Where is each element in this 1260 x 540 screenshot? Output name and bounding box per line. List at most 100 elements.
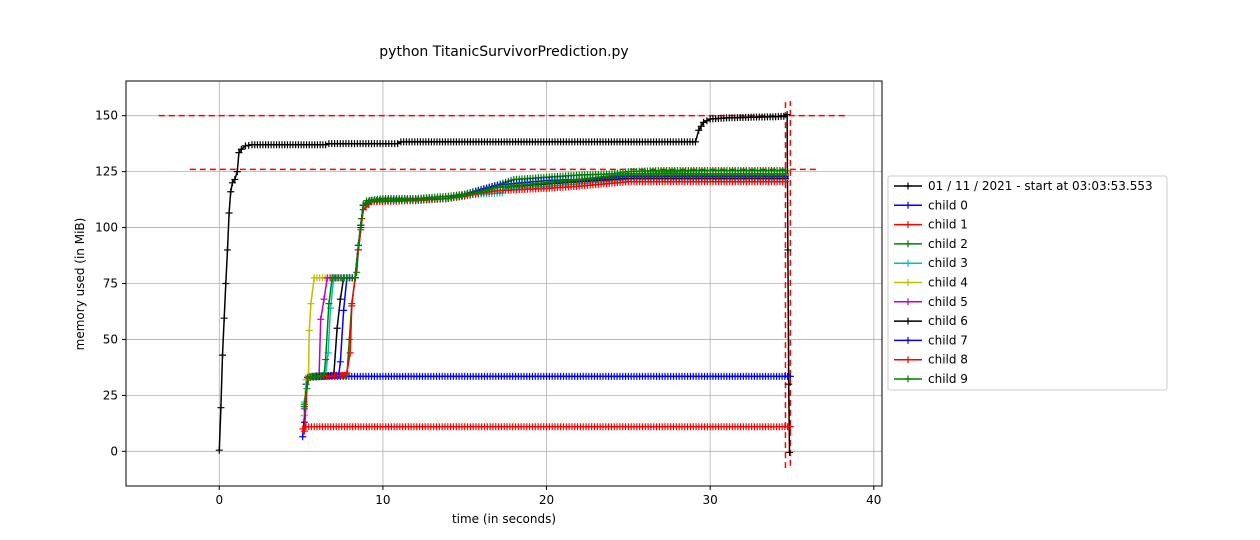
- legend-label: child 8: [928, 353, 968, 367]
- legend-label: child 0: [928, 198, 968, 212]
- data-point: [333, 324, 341, 332]
- series-5: [300, 171, 789, 420]
- series-10: [300, 170, 789, 411]
- legend-label: child 6: [928, 314, 968, 328]
- legend-item: 01 / 11 / 2021 - start at 03:03:53.553: [894, 179, 1153, 193]
- series-line: [303, 177, 786, 407]
- data-point: [336, 358, 344, 366]
- legend-label: child 1: [928, 218, 968, 232]
- legend-label: child 5: [928, 295, 968, 309]
- series-4: [300, 175, 789, 406]
- x-tick-label: 20: [539, 493, 554, 507]
- x-tick-label: 10: [375, 493, 390, 507]
- data-point: [786, 372, 794, 380]
- data-point: [695, 126, 703, 134]
- legend-item: child 1: [894, 218, 968, 232]
- data-point: [219, 351, 227, 359]
- data-point: [348, 302, 356, 310]
- data-point: [307, 300, 315, 308]
- data-point: [700, 118, 708, 126]
- legend-marker: [904, 201, 912, 209]
- legend-item: child 8: [894, 353, 968, 367]
- series-0: [215, 111, 794, 456]
- legend-marker: [904, 279, 912, 286]
- legend-item: child 3: [894, 256, 968, 270]
- series-2: [299, 423, 794, 433]
- legend-label: child 7: [928, 333, 968, 347]
- data-point: [322, 141, 330, 149]
- series-group: [215, 111, 794, 456]
- data-point: [220, 314, 228, 322]
- data-point: [346, 349, 354, 357]
- legend-marker: [904, 221, 912, 229]
- legend-marker: [904, 182, 912, 190]
- legend-marker: [904, 336, 912, 344]
- legend-label: child 3: [928, 256, 968, 270]
- series-line: [303, 173, 786, 407]
- data-point: [300, 403, 308, 411]
- data-point: [217, 404, 225, 412]
- series-9: [300, 178, 789, 435]
- x-tick-label: 30: [703, 493, 718, 507]
- x-axis-label: time (in seconds): [452, 512, 556, 526]
- legend-item: child 9: [894, 372, 968, 386]
- data-point: [357, 221, 365, 229]
- data-point: [345, 335, 353, 343]
- legend-item: child 4: [894, 276, 968, 290]
- y-tick-label: 100: [95, 221, 118, 235]
- data-point: [325, 300, 333, 308]
- y-tick-label: 150: [95, 109, 118, 123]
- series-line: [303, 175, 786, 423]
- legend-box: [887, 175, 1168, 391]
- data-point: [691, 138, 699, 146]
- data-point: [300, 427, 308, 435]
- data-point: [305, 326, 313, 334]
- y-tick-label: 25: [103, 388, 118, 402]
- legend-item: child 6: [894, 314, 968, 328]
- data-point: [322, 356, 330, 364]
- legend-label: child 9: [928, 372, 968, 386]
- series-line: [303, 180, 786, 432]
- data-point: [697, 122, 705, 130]
- data-point: [223, 246, 231, 254]
- legend-item: child 7: [894, 333, 968, 347]
- data-point: [781, 178, 789, 186]
- data-point: [351, 274, 359, 282]
- data-point: [227, 188, 235, 196]
- data-point: [215, 446, 223, 454]
- data-point: [237, 145, 245, 153]
- data-point: [299, 433, 307, 441]
- data-point: [783, 111, 791, 119]
- legend-marker: [904, 375, 912, 383]
- data-point: [343, 369, 351, 377]
- data-point: [320, 371, 328, 379]
- legend-item: child 0: [894, 198, 968, 212]
- legend-marker: [904, 240, 912, 248]
- data-point: [231, 175, 239, 183]
- data-point: [786, 423, 794, 431]
- y-tick-label: 50: [103, 332, 118, 346]
- series-line: [303, 178, 786, 403]
- x-tick-label: 40: [866, 493, 881, 507]
- x-tick-label: 0: [215, 493, 223, 507]
- data-point: [781, 170, 789, 178]
- legend-marker: [904, 259, 912, 267]
- data-point: [233, 168, 241, 176]
- data-point: [225, 209, 233, 217]
- data-point: [222, 280, 230, 287]
- series-line: [303, 169, 786, 405]
- legend-item: child 5: [894, 295, 968, 309]
- legend-marker: [904, 298, 912, 306]
- legend-label: child 4: [928, 276, 968, 290]
- data-point: [703, 117, 711, 125]
- data-point: [340, 306, 348, 314]
- data-point: [784, 246, 792, 254]
- legend-label: child 2: [928, 237, 968, 251]
- legend-marker: [904, 317, 912, 325]
- data-point: [354, 241, 362, 249]
- legend-marker: [904, 356, 912, 364]
- legend: 01 / 11 / 2021 - start at 03:03:53.553 ch…: [887, 175, 1168, 391]
- data-point: [785, 380, 793, 388]
- y-axis-label: memory used (in MiB): [73, 218, 87, 351]
